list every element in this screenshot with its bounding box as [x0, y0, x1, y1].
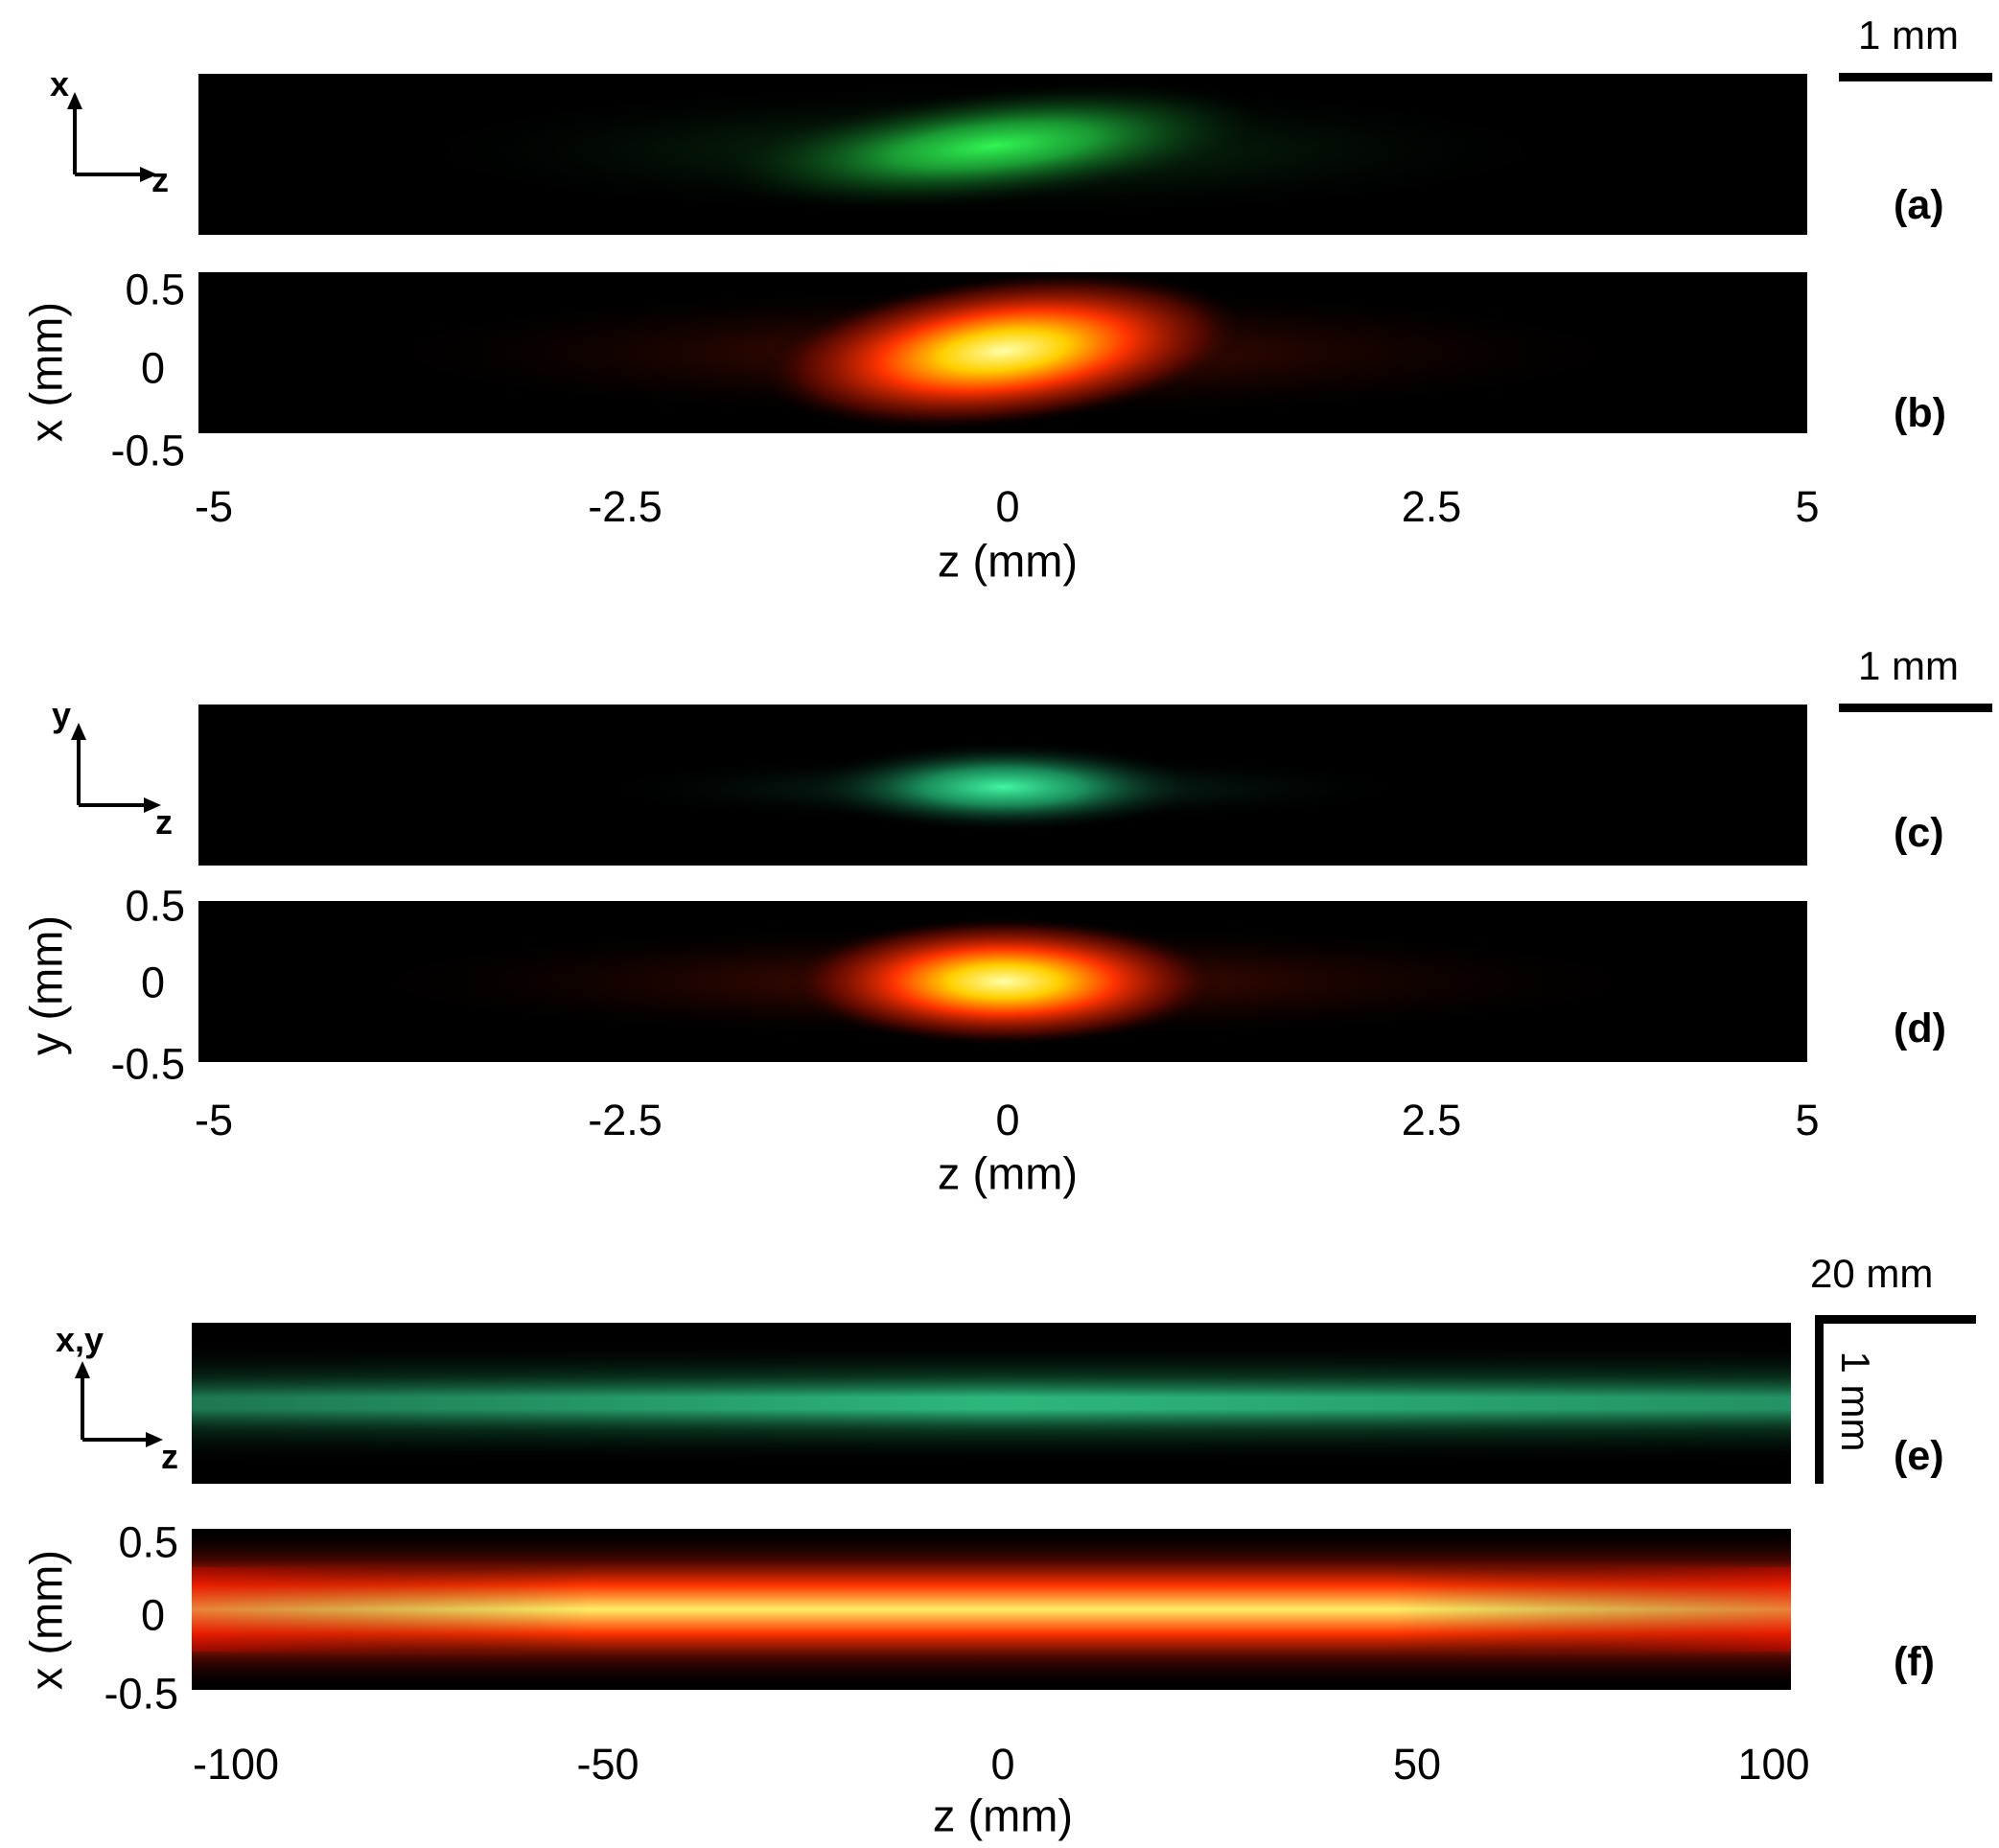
panel-label-d: (d): [1894, 1005, 1946, 1051]
scale-bar-label-1: 1 mm: [1858, 12, 1959, 58]
ytick-1-top: 0.5: [125, 265, 185, 314]
axes-arrows-icon: [67, 92, 157, 182]
scale-bar-2: [1839, 704, 1992, 712]
y-axis-title-3: x (mm): [20, 1549, 72, 1691]
xtick-2-1: -2.5: [588, 1096, 662, 1144]
ytick-1-bot: -0.5: [110, 426, 185, 475]
scale-bar-label-3h: 20 mm: [1810, 1251, 1934, 1296]
xtick-2-4: 5: [1795, 1096, 1820, 1144]
axis-indicator-vertical-3: x,y: [56, 1320, 105, 1359]
xtick-3-4: 100: [1737, 1740, 1810, 1789]
panel-label-a: (a): [1894, 182, 1944, 228]
axis-indicator-horizontal-1: z: [151, 160, 169, 199]
xtick-3-1: -50: [576, 1740, 639, 1789]
xtick-1-4: 5: [1795, 482, 1820, 531]
axes-indicator-1: x z: [38, 67, 192, 211]
y-axis-title-1: x (mm): [20, 301, 72, 443]
xtick-2-0: -5: [194, 1096, 234, 1144]
scale-bar-3-horizontal: [1815, 1315, 1976, 1324]
axes-indicator-3: x,y z: [38, 1323, 201, 1476]
xtick-3-0: -100: [192, 1740, 280, 1789]
ytick-2-top: 0.5: [125, 881, 185, 931]
axis-indicator-horizontal-2: z: [155, 802, 173, 842]
panel-a-measured-xz: [198, 74, 1807, 235]
panel-b-simulated-xz: [198, 272, 1807, 433]
panel-d-simulated-yz: [198, 901, 1807, 1062]
ytick-3-bot: -0.5: [104, 1669, 178, 1719]
panel-e-measured-long: [192, 1323, 1791, 1484]
ytick-2-mid: 0: [140, 958, 165, 1007]
panel-label-f: (f): [1894, 1639, 1935, 1685]
axis-indicator-horizontal-3: z: [161, 1437, 178, 1476]
xtick-1-1: -2.5: [588, 482, 662, 531]
xtick-3-2: 0: [990, 1740, 1015, 1789]
xtick-1-3: 2.5: [1401, 482, 1462, 531]
ytick-3-top: 0.5: [118, 1517, 178, 1567]
xtick-2-2: 0: [995, 1096, 1020, 1144]
xtick-1-2: 0: [995, 482, 1020, 531]
ytick-3-mid: 0: [140, 1590, 165, 1640]
axes-arrows-icon: [71, 723, 161, 813]
panel-c-measured-yz: [198, 705, 1807, 866]
scale-bar-label-2: 1 mm: [1858, 643, 1959, 688]
scale-bar-1: [1839, 73, 1992, 81]
axis-indicator-vertical-2: y: [52, 695, 72, 734]
xtick-3-3: 50: [1392, 1740, 1442, 1789]
panel-f-simulated-long: [192, 1529, 1791, 1690]
x-axis-title-3: z (mm): [932, 1790, 1074, 1841]
ytick-1-mid: 0: [140, 343, 165, 393]
axes-indicator-2: y z: [38, 698, 192, 842]
scale-bar-label-3v: 1 mm: [1833, 1351, 1878, 1452]
scale-bar-3-vertical: [1815, 1315, 1824, 1484]
ytick-2-bot: -0.5: [110, 1039, 185, 1089]
panel-label-b: (b): [1894, 390, 1946, 436]
x-axis-title-1: z (mm): [937, 535, 1079, 587]
axes-arrows-icon: [75, 1361, 163, 1447]
y-axis-title-2: y (mm): [20, 914, 72, 1056]
panel-label-c: (c): [1894, 810, 1944, 856]
xtick-2-3: 2.5: [1401, 1096, 1462, 1144]
axis-indicator-vertical-1: x: [50, 64, 70, 104]
xtick-1-0: -5: [194, 482, 234, 531]
x-axis-title-2: z (mm): [937, 1147, 1079, 1199]
panel-label-e: (e): [1894, 1433, 1944, 1479]
